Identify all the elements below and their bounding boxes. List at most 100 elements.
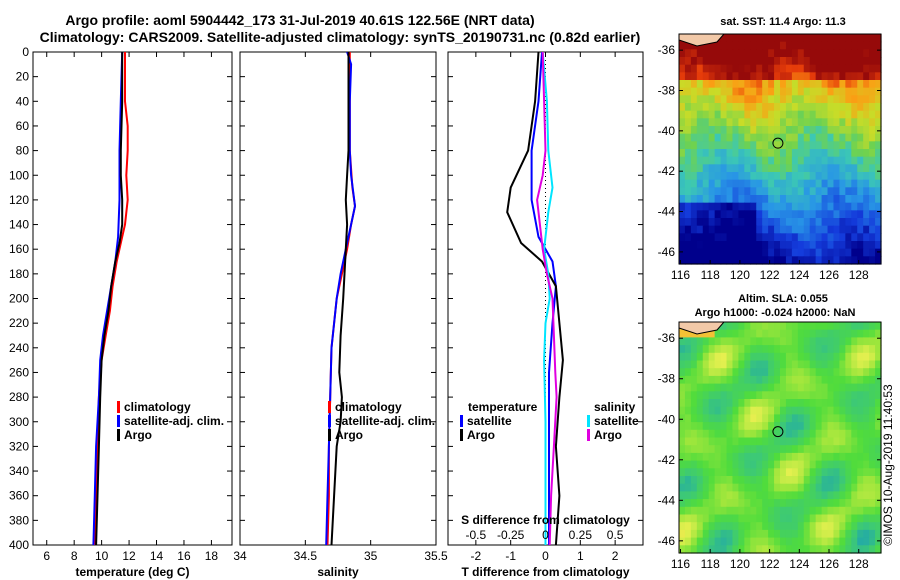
map-cell: [815, 87, 823, 96]
map-cell: [857, 172, 864, 181]
map-cell: [732, 414, 740, 423]
map-cell: [815, 57, 823, 66]
map-cell: [756, 445, 763, 454]
map-cell: [679, 368, 686, 377]
map-cell: [738, 360, 745, 369]
map-cell: [875, 345, 882, 354]
map-cell: [851, 164, 858, 173]
map-cell: [803, 187, 811, 196]
map-cell: [857, 414, 864, 423]
map-cell: [869, 110, 876, 119]
map-cell: [690, 103, 698, 112]
map-cell: [732, 95, 740, 104]
map-cell: [839, 133, 846, 142]
map-cell: [690, 522, 698, 531]
map-cell: [845, 452, 852, 462]
map-cell: [839, 329, 846, 338]
map-cell: [750, 452, 757, 462]
map-cell: [821, 522, 829, 531]
map-cell: [708, 437, 716, 446]
map-cell: [827, 506, 835, 516]
map-cell: [679, 248, 686, 257]
map-cell: [809, 103, 817, 112]
map-cell: [869, 187, 876, 196]
map-cell: [803, 241, 811, 250]
map-cell: [726, 34, 734, 43]
map-cell: [708, 468, 716, 477]
map-cell: [679, 103, 686, 112]
map-cell: [851, 445, 858, 454]
map-cell: [857, 445, 864, 454]
map-cell: [744, 537, 751, 546]
map-cell: [785, 514, 793, 523]
map-cell: [679, 80, 686, 89]
map-cell: [690, 329, 698, 338]
map-cell: [869, 133, 876, 142]
map-cell: [774, 95, 781, 104]
map-cell: [815, 522, 823, 531]
map-cell: [863, 406, 870, 415]
map-cell: [732, 179, 740, 188]
map-cell: [815, 248, 823, 257]
map-cell: [851, 141, 858, 150]
map-cell: [738, 41, 745, 50]
map-cell: [708, 64, 716, 73]
map-cell: [821, 360, 829, 369]
map-cell: [679, 164, 686, 173]
map-cell: [851, 172, 858, 181]
map-cell: [690, 80, 698, 89]
map-cell: [679, 57, 686, 66]
map-cell: [863, 149, 870, 158]
map-cell: [845, 345, 852, 354]
map-cell: [791, 429, 799, 439]
map-cell: [863, 225, 870, 234]
map-y-tick-label: -46: [658, 534, 676, 548]
map-cell: [803, 34, 811, 43]
map-cell: [785, 141, 793, 150]
legend-t-satellite-label: satellite: [467, 414, 512, 428]
map-cell: [827, 468, 835, 477]
map-cell: [833, 499, 841, 508]
map-cell: [797, 422, 805, 431]
map-cell: [791, 64, 799, 73]
map-cell: [780, 345, 787, 354]
map-cell: [863, 483, 870, 492]
map-cell: [720, 429, 728, 439]
map-cell: [726, 241, 734, 250]
map-cell: [821, 141, 829, 150]
map-cell: [863, 202, 870, 211]
map-cell: [863, 537, 870, 546]
map-cell: [762, 49, 769, 58]
map-cell: [851, 187, 858, 196]
map-cell: [815, 202, 823, 211]
map-cell: [756, 375, 763, 385]
map-cell: [720, 360, 728, 369]
map-cell: [815, 368, 823, 377]
map-cell: [726, 149, 734, 158]
map-cell: [780, 322, 787, 331]
map-cell: [780, 491, 787, 500]
map-cell: [815, 545, 823, 554]
map-cell: [803, 202, 811, 211]
map-cell: [714, 329, 722, 338]
map-cell: [679, 241, 686, 250]
map-cell: [756, 241, 763, 250]
map-cell: [720, 399, 728, 408]
map-cell: [696, 522, 704, 531]
x-tick-label: 10: [95, 549, 109, 563]
map-cell: [815, 149, 823, 158]
map-cell: [714, 57, 722, 66]
map-cell: [851, 95, 858, 104]
map-cell: [785, 445, 793, 454]
map-cell: [875, 537, 882, 546]
map-cell: [679, 41, 686, 50]
map-cell: [774, 156, 781, 165]
top-axis-label: S difference from climatology: [461, 513, 630, 527]
map-cell: [714, 218, 722, 227]
map-cell: [756, 476, 763, 485]
map-cell: [738, 529, 745, 539]
map-cell: [738, 468, 745, 477]
map-cell: [803, 506, 811, 516]
map-cell: [679, 202, 686, 211]
